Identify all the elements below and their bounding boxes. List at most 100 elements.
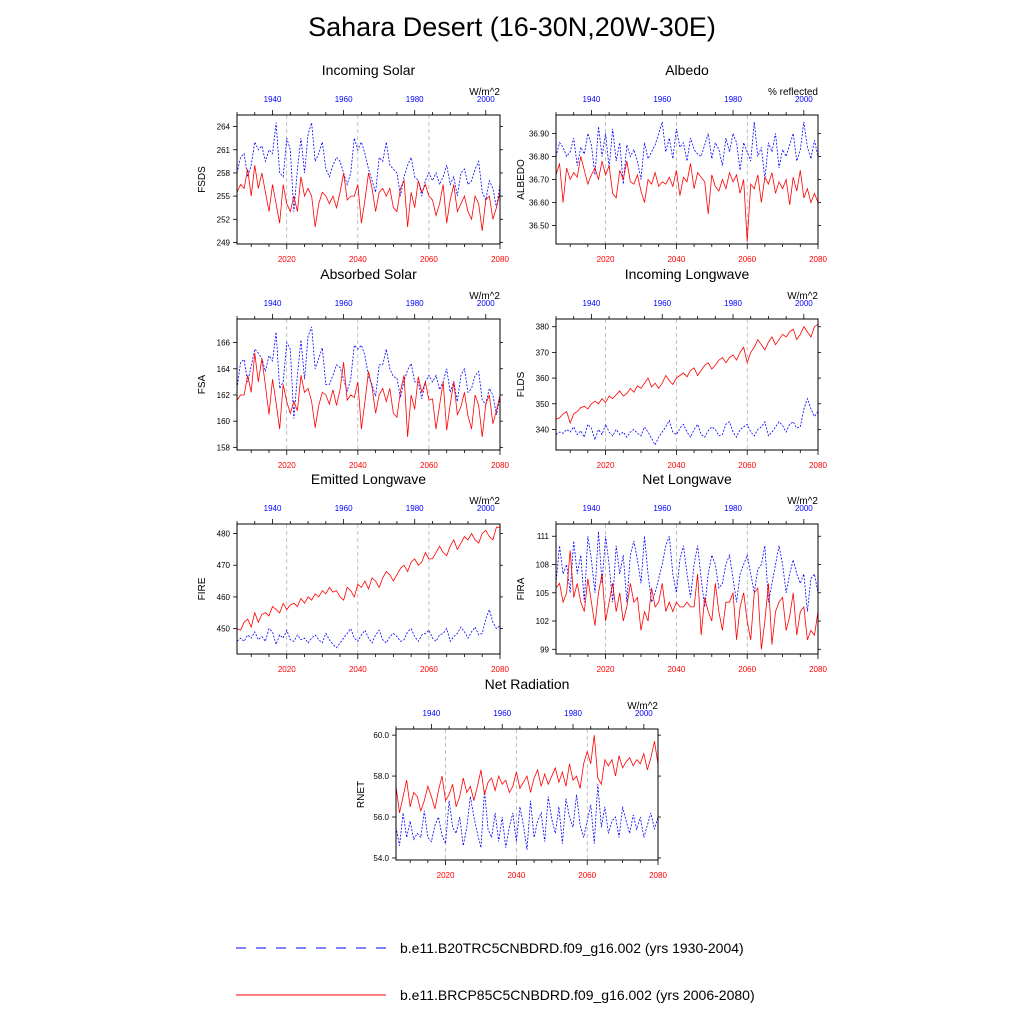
y-tick-label: 60.0 <box>373 731 389 740</box>
x-tick-label-bottom: 2020 <box>597 255 615 264</box>
x-tick-label-bottom: 2020 <box>597 665 615 674</box>
y-tick-label: 102 <box>536 617 550 626</box>
legend-item-2: b.e11.BRCP85C5CNBDRD.f09_g16.002 (yrs 20… <box>236 987 755 1003</box>
x-tick-label-top: 1960 <box>653 95 671 104</box>
x-tick-label-top: 1940 <box>264 504 282 513</box>
legend-label: b.e11.B20TRC5CNBDRD.f09_g16.002 (yrs 193… <box>400 940 744 956</box>
page-title: Sahara Desert (16-30N,20W-30E) <box>308 12 716 42</box>
x-tick-label-top: 1980 <box>724 504 742 513</box>
plot-frame <box>236 114 501 245</box>
y-tick-label: 261 <box>217 146 231 155</box>
units-label: W/m^2 <box>469 87 500 98</box>
panel-albedo: Albedo % reflected ALBEDO 36.50 36.60 36.70 36… <box>516 62 827 264</box>
x-tick-label-bottom: 2020 <box>278 255 296 264</box>
series-historical <box>236 608 501 649</box>
x-tick-label-bottom: 2040 <box>507 871 525 880</box>
y-tick-label: 258 <box>217 169 231 178</box>
x-tick-label-top: 1980 <box>406 299 424 308</box>
series-historical <box>236 122 501 212</box>
y-tick-label: 470 <box>217 561 231 570</box>
x-tick-label-bottom: 2040 <box>349 665 367 674</box>
y-tick-label: 360 <box>536 374 550 383</box>
y-tick-label: 36.90 <box>529 129 550 138</box>
series-historical <box>555 121 819 185</box>
y-tick-label: 164 <box>217 365 231 374</box>
series-future <box>236 165 501 231</box>
x-tick-label-top: 2000 <box>635 709 653 718</box>
y-axis-label: FSDS <box>197 166 208 193</box>
y-tick-label: 264 <box>217 123 231 132</box>
x-tick-label-top: 2000 <box>477 299 495 308</box>
x-tick-label-top: 1980 <box>406 95 424 104</box>
x-tick-label-top: 1940 <box>583 95 601 104</box>
x-tick-label-bottom: 2060 <box>420 665 438 674</box>
y-tick-label: 99 <box>540 645 549 654</box>
panel-title: Albedo <box>665 62 709 78</box>
y-tick-label: 380 <box>536 323 550 332</box>
x-tick-label-top: 1940 <box>423 709 441 718</box>
x-tick-label-bottom: 2040 <box>667 665 685 674</box>
y-tick-label: 108 <box>536 561 550 570</box>
units-label: % reflected <box>768 87 818 98</box>
y-tick-label: 36.50 <box>529 222 550 231</box>
panel-fsds: Incoming Solar W/m^2 FSDS 249 252 255 258 261 26… <box>197 62 509 264</box>
x-tick-label-bottom: 2060 <box>738 255 756 264</box>
units-label: W/m^2 <box>627 701 658 712</box>
panel-flds: Incoming Longwave W/m^2 FLDS 340 350 360 370 38… <box>516 266 827 470</box>
x-tick-label-top: 1980 <box>406 504 424 513</box>
x-tick-label-bottom: 2080 <box>809 461 827 470</box>
plot-frame <box>555 318 819 451</box>
plot-frame <box>555 523 819 655</box>
y-tick-label: 480 <box>217 530 231 539</box>
x-tick-label-top: 1960 <box>335 299 353 308</box>
series-historical <box>236 326 501 419</box>
x-tick-label-bottom: 2040 <box>349 255 367 264</box>
panel-rnet: Net Radiation W/m^2 RNET 54.0 56.0 58.0 60.0 20… <box>356 676 667 880</box>
y-axis-label: FLDS <box>516 371 527 397</box>
y-axis-label: FIRA <box>516 577 527 600</box>
x-tick-label-bottom: 2040 <box>667 461 685 470</box>
x-tick-label-bottom: 2080 <box>491 255 509 264</box>
units-label: W/m^2 <box>787 496 818 507</box>
y-axis-label: ALBEDO <box>516 159 527 200</box>
series-historical <box>555 397 819 446</box>
panel-fire: Emitted Longwave W/m^2 FIRE 450 460 470 480 202… <box>197 471 509 674</box>
x-tick-label-top: 1940 <box>264 95 282 104</box>
y-tick-label: 54.0 <box>373 854 389 863</box>
y-tick-label: 252 <box>217 215 231 224</box>
units-label: W/m^2 <box>787 291 818 302</box>
x-tick-label-top: 2000 <box>477 504 495 513</box>
x-tick-label-bottom: 2060 <box>420 461 438 470</box>
x-tick-label-bottom: 2080 <box>491 665 509 674</box>
y-tick-label: 58.0 <box>373 772 389 781</box>
x-tick-label-bottom: 2040 <box>349 461 367 470</box>
y-tick-label: 36.70 <box>529 176 550 185</box>
x-tick-label-top: 1980 <box>724 299 742 308</box>
y-tick-label: 249 <box>217 238 231 247</box>
y-tick-label: 350 <box>536 400 550 409</box>
x-tick-label-top: 2000 <box>795 95 813 104</box>
y-axis-label: FSA <box>197 374 208 394</box>
x-tick-label-bottom: 2080 <box>809 665 827 674</box>
plot-frame <box>236 523 501 655</box>
plot-frame <box>395 728 659 861</box>
x-tick-label-top: 1980 <box>724 95 742 104</box>
x-tick-label-bottom: 2060 <box>420 255 438 264</box>
series-future <box>555 550 819 650</box>
x-tick-label-top: 1940 <box>583 504 601 513</box>
plot-frame <box>236 318 501 451</box>
x-tick-label-top: 2000 <box>795 504 813 513</box>
y-tick-label: 450 <box>217 625 231 634</box>
panel-title: Net Radiation <box>485 676 570 692</box>
series-future <box>236 353 501 437</box>
x-tick-label-top: 1980 <box>564 709 582 718</box>
series-historical <box>555 531 819 612</box>
y-tick-label: 36.60 <box>529 199 550 208</box>
x-tick-label-bottom: 2060 <box>578 871 596 880</box>
panel-title: Net Longwave <box>642 471 732 487</box>
x-tick-label-bottom: 2040 <box>667 255 685 264</box>
series-future <box>555 323 819 425</box>
x-tick-label-top: 2000 <box>477 95 495 104</box>
series-historical <box>395 784 659 850</box>
x-tick-label-bottom: 2020 <box>278 461 296 470</box>
